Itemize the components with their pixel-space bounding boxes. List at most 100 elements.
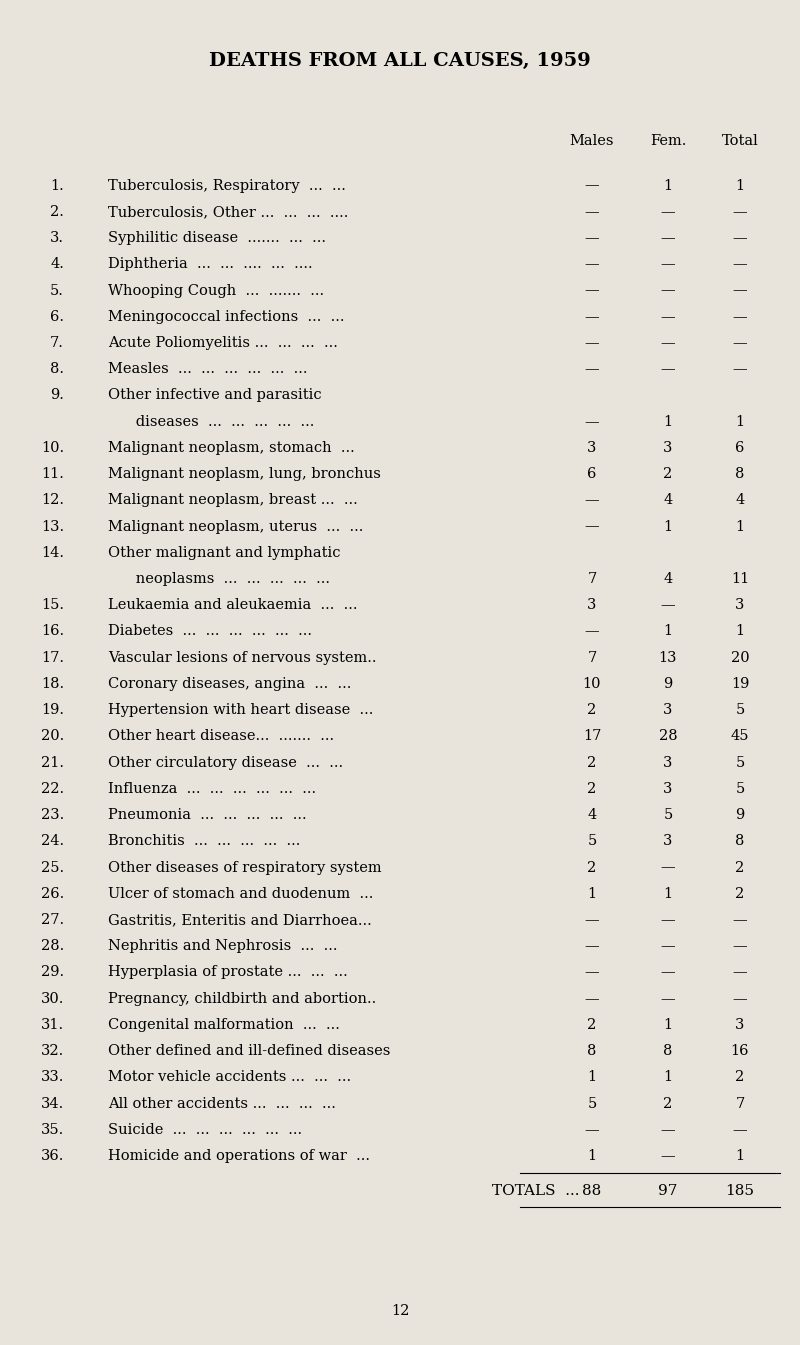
Text: —: — <box>585 414 599 429</box>
Text: Hyperplasia of prostate ...  ...  ...: Hyperplasia of prostate ... ... ... <box>108 966 348 979</box>
Text: 27.: 27. <box>41 913 64 927</box>
Text: 21.: 21. <box>41 756 64 769</box>
Text: 185: 185 <box>726 1185 754 1198</box>
Text: 9: 9 <box>735 808 745 822</box>
Text: —: — <box>661 336 675 350</box>
Text: —: — <box>585 966 599 979</box>
Text: Pregnancy, childbirth and abortion..: Pregnancy, childbirth and abortion.. <box>108 991 376 1006</box>
Text: 97: 97 <box>658 1185 678 1198</box>
Text: 25.: 25. <box>41 861 64 874</box>
Text: 11: 11 <box>731 572 749 586</box>
Text: —: — <box>585 991 599 1006</box>
Text: —: — <box>661 1123 675 1137</box>
Text: 5.: 5. <box>50 284 64 297</box>
Text: —: — <box>661 257 675 272</box>
Text: —: — <box>585 309 599 324</box>
Text: Other diseases of respiratory system: Other diseases of respiratory system <box>108 861 382 874</box>
Text: 4: 4 <box>735 494 745 507</box>
Text: —: — <box>733 1123 747 1137</box>
Text: 3: 3 <box>735 599 745 612</box>
Text: Syphilitic disease  .......  ...  ...: Syphilitic disease ....... ... ... <box>108 231 326 245</box>
Text: —: — <box>585 336 599 350</box>
Text: 1: 1 <box>663 179 673 192</box>
Text: Other defined and ill-defined diseases: Other defined and ill-defined diseases <box>108 1044 390 1059</box>
Text: 1: 1 <box>663 519 673 534</box>
Text: TOTALS  ...: TOTALS ... <box>492 1185 579 1198</box>
Text: 1: 1 <box>735 179 745 192</box>
Text: 1: 1 <box>663 1018 673 1032</box>
Text: 1.: 1. <box>50 179 64 192</box>
Text: 7: 7 <box>587 651 597 664</box>
Text: 31.: 31. <box>41 1018 64 1032</box>
Text: Tuberculosis, Other ...  ...  ...  ....: Tuberculosis, Other ... ... ... .... <box>108 204 348 219</box>
Text: —: — <box>661 362 675 377</box>
Text: —: — <box>733 231 747 245</box>
Text: 7.: 7. <box>50 336 64 350</box>
Text: —: — <box>585 494 599 507</box>
Text: diseases  ...  ...  ...  ...  ...: diseases ... ... ... ... ... <box>108 414 314 429</box>
Text: 5: 5 <box>663 808 673 822</box>
Text: Malignant neoplasm, uterus  ...  ...: Malignant neoplasm, uterus ... ... <box>108 519 363 534</box>
Text: 13.: 13. <box>41 519 64 534</box>
Text: 2: 2 <box>587 703 597 717</box>
Text: 12: 12 <box>391 1305 409 1318</box>
Text: 2: 2 <box>663 467 673 482</box>
Text: Nephritis and Nephrosis  ...  ...: Nephritis and Nephrosis ... ... <box>108 939 338 954</box>
Text: —: — <box>585 624 599 639</box>
Text: 2: 2 <box>587 756 597 769</box>
Text: —: — <box>661 204 675 219</box>
Text: Fem.: Fem. <box>650 134 686 148</box>
Text: Malignant neoplasm, stomach  ...: Malignant neoplasm, stomach ... <box>108 441 354 455</box>
Text: —: — <box>585 257 599 272</box>
Text: —: — <box>661 599 675 612</box>
Text: 1: 1 <box>735 414 745 429</box>
Text: 3: 3 <box>587 441 597 455</box>
Text: —: — <box>661 939 675 954</box>
Text: —: — <box>661 913 675 927</box>
Text: 26.: 26. <box>41 886 64 901</box>
Text: 3.: 3. <box>50 231 64 245</box>
Text: —: — <box>733 257 747 272</box>
Text: —: — <box>661 309 675 324</box>
Text: Vascular lesions of nervous system..: Vascular lesions of nervous system.. <box>108 651 377 664</box>
Text: Whooping Cough  ...  .......  ...: Whooping Cough ... ....... ... <box>108 284 324 297</box>
Text: 1: 1 <box>587 1149 597 1163</box>
Text: Meningococcal infections  ...  ...: Meningococcal infections ... ... <box>108 309 345 324</box>
Text: 5: 5 <box>587 1096 597 1111</box>
Text: 8.: 8. <box>50 362 64 377</box>
Text: 9.: 9. <box>50 389 64 402</box>
Text: —: — <box>661 966 675 979</box>
Text: 22.: 22. <box>41 781 64 796</box>
Text: 1: 1 <box>735 519 745 534</box>
Text: 1: 1 <box>663 624 673 639</box>
Text: Motor vehicle accidents ...  ...  ...: Motor vehicle accidents ... ... ... <box>108 1071 351 1084</box>
Text: 8: 8 <box>735 467 745 482</box>
Text: Gastritis, Enteritis and Diarrhoea...: Gastritis, Enteritis and Diarrhoea... <box>108 913 372 927</box>
Text: 45: 45 <box>730 729 750 744</box>
Text: 3: 3 <box>587 599 597 612</box>
Text: —: — <box>733 966 747 979</box>
Text: 2: 2 <box>663 1096 673 1111</box>
Text: Diphtheria  ...  ...  ....  ...  ....: Diphtheria ... ... .... ... .... <box>108 257 313 272</box>
Text: 1: 1 <box>587 886 597 901</box>
Text: Bronchitis  ...  ...  ...  ...  ...: Bronchitis ... ... ... ... ... <box>108 834 300 849</box>
Text: 3: 3 <box>735 1018 745 1032</box>
Text: —: — <box>733 284 747 297</box>
Text: —: — <box>585 1123 599 1137</box>
Text: 24.: 24. <box>41 834 64 849</box>
Text: 5: 5 <box>587 834 597 849</box>
Text: 8: 8 <box>663 1044 673 1059</box>
Text: 3: 3 <box>663 756 673 769</box>
Text: 28: 28 <box>658 729 678 744</box>
Text: 14.: 14. <box>41 546 64 560</box>
Text: —: — <box>585 179 599 192</box>
Text: 1: 1 <box>663 886 673 901</box>
Text: 8: 8 <box>735 834 745 849</box>
Text: 7: 7 <box>587 572 597 586</box>
Text: —: — <box>585 939 599 954</box>
Text: All other accidents ...  ...  ...  ...: All other accidents ... ... ... ... <box>108 1096 336 1111</box>
Text: 1: 1 <box>735 1149 745 1163</box>
Text: 11.: 11. <box>41 467 64 482</box>
Text: 9: 9 <box>663 677 673 691</box>
Text: —: — <box>585 284 599 297</box>
